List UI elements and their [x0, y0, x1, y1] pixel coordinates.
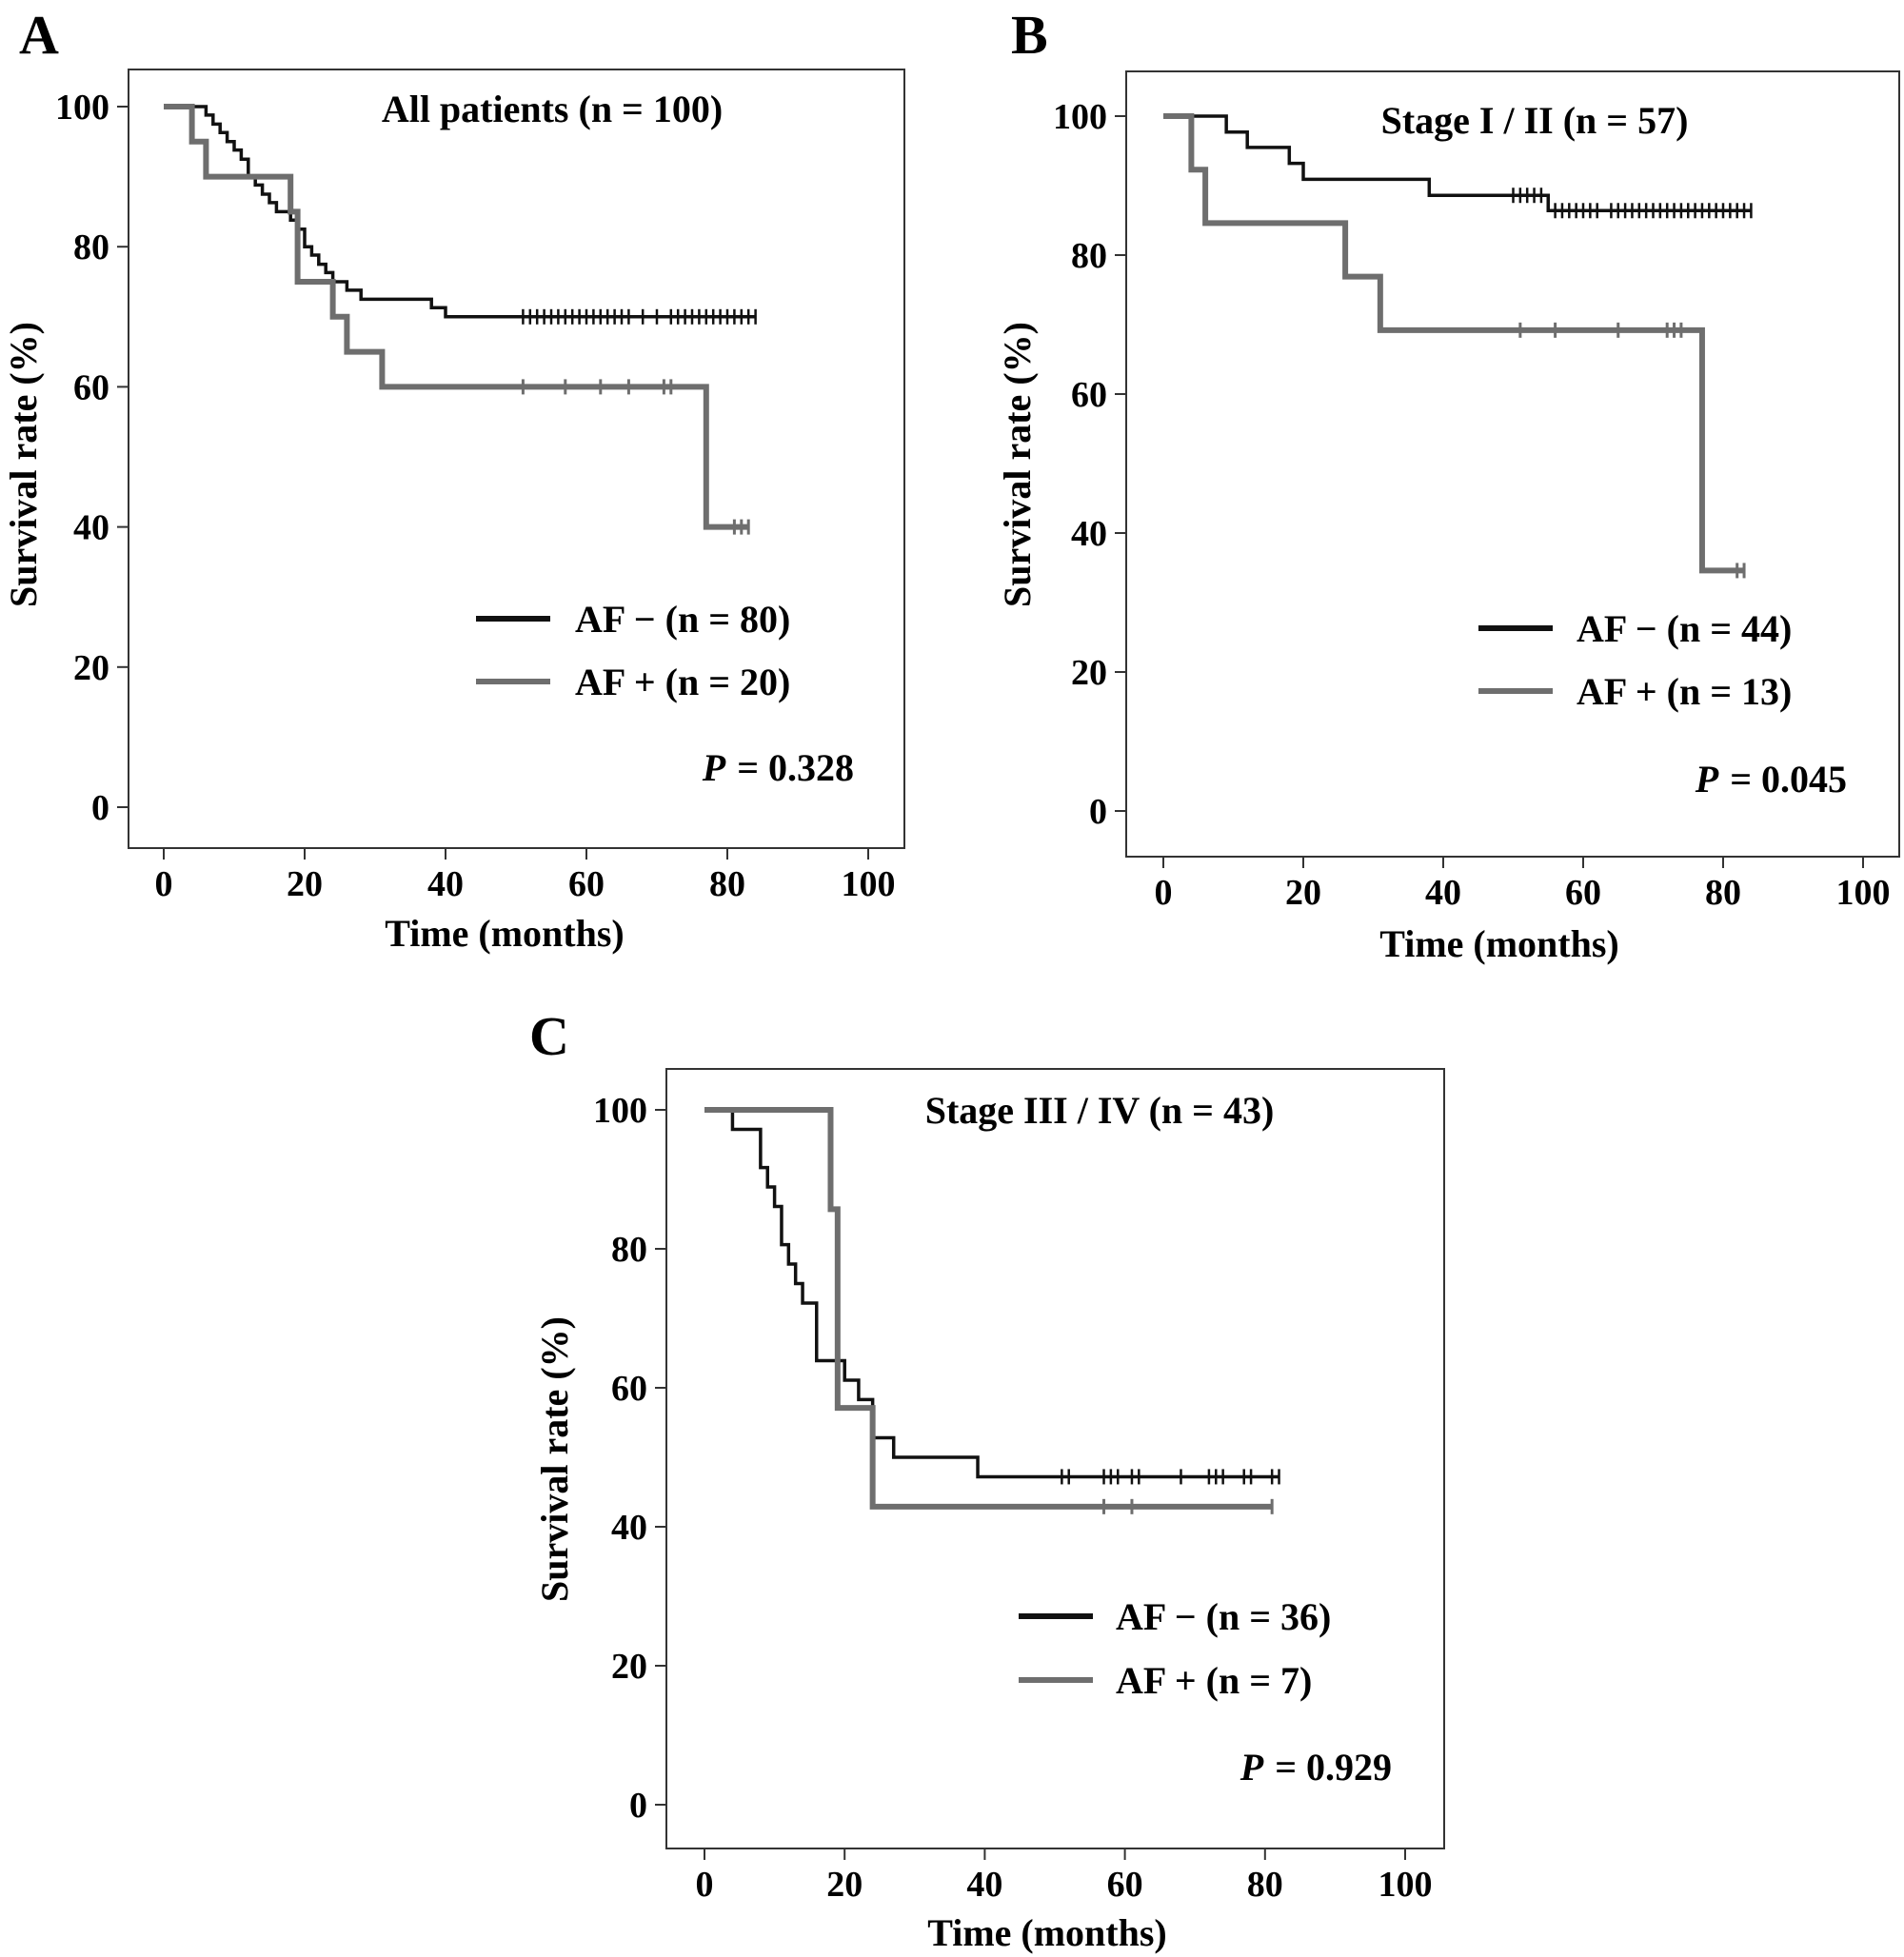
y-tick-label: 20 — [1071, 653, 1107, 693]
x-tick-label: 100 — [842, 864, 896, 904]
y-tick-label: 100 — [55, 88, 109, 128]
panel-b: B 0 20 40 60 80 100 0 20 40 60 80 100 Stage I / II… — [996, 4, 1900, 965]
y-axis-title: Survival rate (%) — [996, 322, 1039, 607]
x-tick-label: 60 — [568, 864, 605, 904]
km-curve-af-negative — [704, 1108, 1279, 1479]
y-axis: 0 20 40 60 80 100 — [1053, 97, 1126, 832]
x-axis: 0 20 40 60 80 100 — [1155, 857, 1891, 913]
km-curve-af-positive — [164, 104, 749, 530]
legend-label-af-negative: AF − (n = 80) — [575, 598, 790, 641]
y-tick-label: 0 — [629, 1786, 647, 1826]
x-tick-label: 40 — [1425, 873, 1461, 913]
panel-c: C 0 20 40 60 80 100 0 20 40 60 80 100 Stage III / … — [529, 1005, 1445, 1954]
y-tick-label: 20 — [73, 648, 109, 688]
plot-frame — [665, 1068, 1445, 1849]
y-tick-label: 40 — [611, 1508, 647, 1548]
p-value-number: = 0.929 — [1275, 1746, 1392, 1789]
km-curve-af-positive — [1163, 113, 1745, 574]
y-tick-label: 60 — [611, 1369, 647, 1409]
x-axis: 0 20 40 60 80 100 — [696, 1848, 1433, 1905]
x-tick-label: 80 — [709, 864, 745, 904]
legend-label-af-positive: AF + (n = 20) — [575, 661, 790, 703]
panel-a: A 0 20 40 60 80 100 0 20 40 60 80 100 All patients… — [2, 4, 905, 955]
x-tick-label: 80 — [1705, 873, 1741, 913]
y-tick-label: 100 — [593, 1091, 647, 1131]
y-tick-label: 0 — [91, 788, 109, 828]
y-tick-label: 100 — [1053, 97, 1107, 137]
legend-label-af-negative: AF − (n = 36) — [1116, 1595, 1331, 1638]
y-tick-label: 80 — [611, 1230, 647, 1270]
x-tick-label: 40 — [427, 864, 464, 904]
y-tick-label: 80 — [73, 227, 109, 267]
panel-title: Stage I / II (n = 57) — [1381, 99, 1689, 142]
x-tick-label: 0 — [696, 1865, 714, 1905]
x-tick-label: 0 — [155, 864, 173, 904]
survival-curves — [164, 104, 757, 535]
p-value: P = 0.328 — [702, 746, 854, 789]
legend-label-af-positive: AF + (n = 13) — [1577, 670, 1792, 713]
p-value-label: P — [1695, 758, 1719, 801]
x-tick-label: 20 — [826, 1865, 863, 1905]
p-value: P = 0.929 — [1240, 1746, 1392, 1789]
y-axis-title: Survival rate (%) — [2, 322, 45, 607]
p-value-number: = 0.328 — [737, 746, 854, 789]
x-axis-title: Time (months) — [1379, 922, 1618, 965]
panel-title: Stage III / IV (n = 43) — [925, 1089, 1275, 1132]
y-tick-label: 60 — [1071, 375, 1107, 415]
y-axis: 0 20 40 60 80 100 — [593, 1091, 666, 1826]
x-tick-label: 80 — [1247, 1865, 1283, 1905]
y-tick-label: 60 — [73, 367, 109, 407]
y-axis: 0 20 40 60 80 100 — [55, 88, 129, 828]
y-tick-label: 20 — [611, 1647, 647, 1687]
panel-title: All patients (n = 100) — [382, 88, 723, 130]
p-value-label: P — [1240, 1746, 1264, 1789]
p-value-number: = 0.045 — [1730, 758, 1847, 801]
p-value: P = 0.045 — [1695, 758, 1847, 801]
y-tick-label: 40 — [1071, 514, 1107, 554]
km-curve-af-positive — [704, 1107, 1273, 1510]
plot-frame — [128, 69, 905, 849]
x-tick-label: 20 — [1285, 873, 1321, 913]
x-tick-label: 20 — [287, 864, 323, 904]
x-tick-label: 60 — [1565, 873, 1601, 913]
y-tick-label: 80 — [1071, 236, 1107, 276]
y-tick-label: 40 — [73, 508, 109, 548]
panel-letter: B — [1011, 4, 1048, 66]
x-axis-title: Time (months) — [927, 1911, 1166, 1954]
x-tick-label: 40 — [966, 1865, 1002, 1905]
p-value-label: P — [702, 746, 726, 789]
x-tick-label: 100 — [1378, 1865, 1433, 1905]
x-tick-label: 100 — [1836, 873, 1891, 913]
x-tick-label: 60 — [1107, 1865, 1143, 1905]
panel-letter: C — [529, 1005, 569, 1067]
km-curve-af-negative — [164, 105, 756, 319]
y-axis-title: Survival rate (%) — [533, 1316, 576, 1602]
x-axis: 0 20 40 60 80 100 — [155, 848, 896, 904]
x-tick-label: 0 — [1155, 873, 1173, 913]
legend-label-af-negative: AF − (n = 44) — [1577, 607, 1792, 650]
plot-frame — [1125, 70, 1900, 858]
legend-label-af-positive: AF + (n = 7) — [1116, 1659, 1312, 1702]
x-axis-title: Time (months) — [385, 912, 624, 955]
y-tick-label: 0 — [1089, 792, 1107, 832]
survival-curves — [1163, 113, 1753, 579]
survival-curves — [704, 1107, 1280, 1514]
panel-letter: A — [19, 4, 59, 66]
